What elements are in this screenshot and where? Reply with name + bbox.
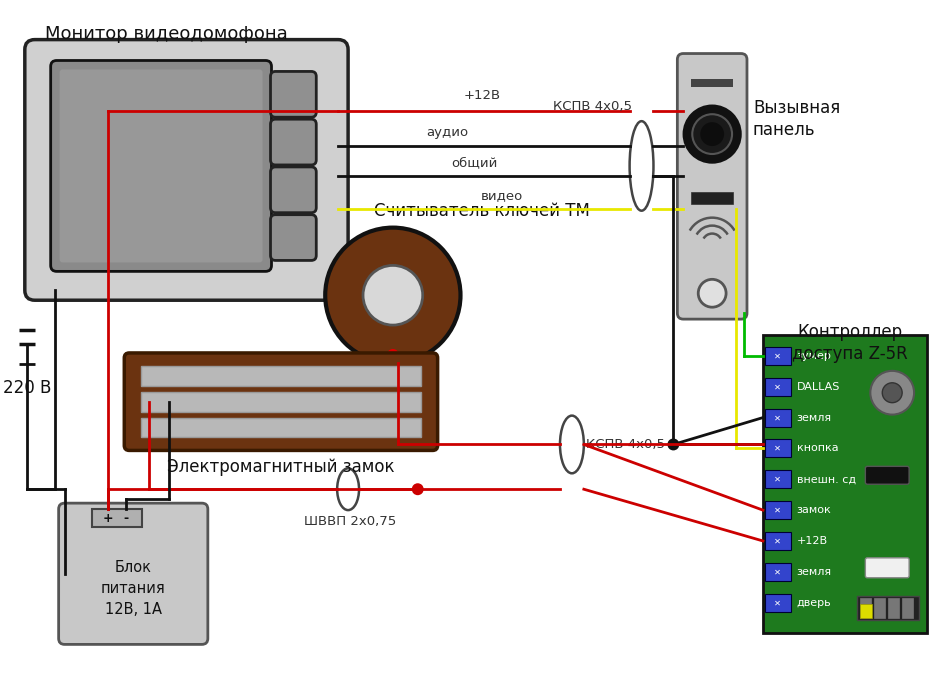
Text: Блок
питания
12В, 1А: Блок питания 12В, 1А (101, 560, 166, 617)
Bar (765, 594, 790, 612)
Text: ✕: ✕ (774, 351, 781, 360)
Bar (763, 335, 927, 634)
Text: ✕: ✕ (774, 475, 781, 484)
Bar (860, 597, 871, 618)
Text: зумер: зумер (797, 351, 831, 361)
Bar (765, 440, 790, 458)
Text: Считыватель ключей ТМ: Считыватель ключей ТМ (375, 201, 590, 220)
Text: ✕: ✕ (774, 382, 781, 391)
FancyBboxPatch shape (124, 353, 438, 451)
Text: кнопка: кнопка (797, 443, 839, 453)
Text: Контроллер
доступа Z-5R: Контроллер доступа Z-5R (792, 323, 908, 363)
Bar (857, 596, 919, 619)
Text: ✕: ✕ (774, 444, 781, 453)
FancyBboxPatch shape (60, 69, 263, 262)
Text: -: - (124, 512, 129, 525)
Circle shape (870, 371, 914, 414)
FancyBboxPatch shape (25, 40, 348, 300)
Text: внешн. сд: внешн. сд (797, 474, 856, 484)
Text: КСПВ 4х0,5: КСПВ 4х0,5 (553, 100, 632, 113)
Text: ШВВП 2х0,75: ШВВП 2х0,75 (304, 515, 396, 528)
Bar (92, 509, 143, 527)
Text: +12В: +12В (464, 89, 500, 102)
FancyBboxPatch shape (865, 466, 909, 484)
Bar (874, 597, 885, 618)
Bar (765, 501, 790, 519)
FancyBboxPatch shape (270, 119, 316, 165)
Circle shape (667, 438, 679, 451)
Text: ✕: ✕ (774, 506, 781, 514)
FancyBboxPatch shape (270, 214, 316, 260)
Circle shape (698, 279, 726, 307)
Bar (902, 597, 913, 618)
Text: Электромагнитный замок: Электромагнитный замок (167, 458, 395, 476)
FancyBboxPatch shape (270, 71, 316, 117)
Circle shape (692, 114, 732, 154)
Text: общий: общий (451, 156, 498, 169)
Text: ✕: ✕ (774, 536, 781, 545)
Bar (692, 79, 733, 88)
Text: земля: земля (797, 566, 832, 577)
FancyBboxPatch shape (865, 558, 909, 577)
Bar (141, 418, 420, 438)
Circle shape (363, 265, 423, 325)
Text: ✕: ✕ (774, 567, 781, 576)
Circle shape (684, 106, 740, 162)
Circle shape (325, 227, 460, 363)
Circle shape (883, 383, 902, 403)
Circle shape (387, 349, 399, 361)
FancyBboxPatch shape (270, 167, 316, 212)
Text: дверь: дверь (797, 597, 831, 608)
Bar (765, 347, 790, 365)
Text: DALLAS: DALLAS (797, 382, 840, 392)
Bar (765, 409, 790, 427)
Text: +: + (103, 512, 114, 525)
Text: ✕: ✕ (774, 413, 781, 422)
Bar (888, 597, 899, 618)
Bar (141, 366, 420, 386)
Text: ✕: ✕ (774, 598, 781, 607)
Text: аудио: аудио (427, 126, 469, 139)
Text: Монитор видеодомофона: Монитор видеодомофона (45, 25, 288, 42)
Circle shape (700, 122, 724, 146)
Text: видео: видео (481, 189, 524, 202)
Text: земля: земля (797, 412, 832, 423)
FancyBboxPatch shape (50, 60, 271, 271)
Circle shape (412, 483, 424, 495)
Text: Вызывная
панель: Вызывная панель (753, 99, 841, 140)
Bar (692, 192, 733, 203)
Bar (141, 392, 420, 412)
Bar (860, 603, 872, 618)
Text: 220 В: 220 В (3, 379, 51, 397)
Bar (765, 532, 790, 550)
Bar (765, 563, 790, 581)
Text: КСПВ 4х0,5: КСПВ 4х0,5 (586, 438, 665, 451)
Bar (765, 471, 790, 488)
FancyBboxPatch shape (59, 503, 208, 645)
Bar (765, 378, 790, 396)
Text: замок: замок (797, 505, 831, 515)
FancyBboxPatch shape (678, 53, 747, 319)
Text: +12В: +12В (797, 536, 828, 546)
